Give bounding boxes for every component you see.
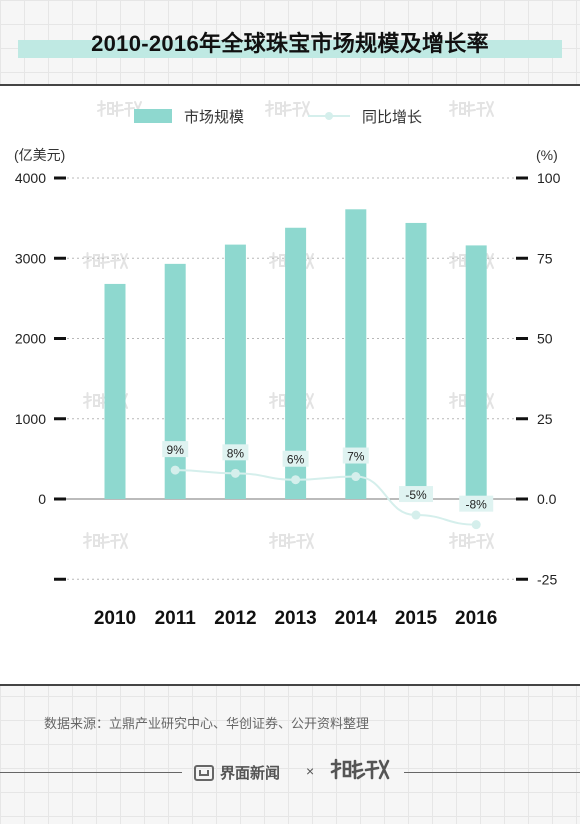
- watermark-logo-icon: [269, 532, 314, 549]
- left-axis-tick-label: 3000: [15, 250, 46, 266]
- footer-rule-left: [0, 772, 182, 773]
- bar-2012: [224, 244, 246, 499]
- brand-separator: ×: [306, 763, 315, 779]
- chart-svg: 市场规模 同比增长 (亿美元) (%) 0 1000 2000 3000 4000 -2…: [14, 100, 561, 629]
- x-axis-label: 2014: [335, 608, 378, 629]
- bar-2014: [345, 209, 367, 500]
- x-axis-label: 2013: [274, 608, 316, 629]
- left-axis-tick-label: 1000: [15, 411, 46, 427]
- brand-jiemian: 界面新闻: [194, 762, 280, 783]
- growth-marker-2014: [351, 472, 361, 482]
- x-axis: 2010 2011 2012 2013 2014 2015 2016: [94, 608, 497, 629]
- growth-line-series: 9% 8% 6% 7% -5% -8%: [162, 441, 494, 530]
- x-axis-label: 2011: [155, 608, 197, 629]
- growth-label-bg: [399, 486, 433, 503]
- growth-marker-2011: [170, 465, 180, 475]
- growth-marker-2012: [230, 468, 240, 478]
- bar-series: [104, 209, 487, 500]
- growth-label-bg: [162, 441, 189, 458]
- watermark-logo-icon: [265, 100, 310, 117]
- left-axis: 0 1000 2000 3000 4000: [15, 170, 66, 581]
- jiemian-logo-icon: [194, 764, 214, 781]
- legend-swatch-bar: [134, 109, 172, 123]
- left-axis-tick-label: 4000: [15, 170, 46, 186]
- legend-label-line: 同比增长: [362, 109, 422, 126]
- bar-2016: [465, 245, 487, 499]
- watermark-logo-icon: [83, 252, 128, 269]
- right-axis-tick-label: 100: [537, 170, 561, 186]
- growth-label-2016: -8%: [466, 498, 488, 512]
- watermark-logo-icon: [449, 100, 494, 117]
- bar-2013: [285, 227, 307, 499]
- title-highlight-band: [18, 40, 562, 58]
- growth-marker-2015: [411, 510, 421, 520]
- right-axis-tick-label: 25: [537, 411, 553, 427]
- growth-label-bg: [282, 450, 309, 467]
- x-axis-label: 2016: [455, 608, 497, 629]
- right-axis-tick-label: 50: [537, 331, 553, 347]
- growth-label-2013: 6%: [287, 453, 305, 467]
- left-axis-tick-label: 2000: [15, 331, 46, 347]
- brand-footer: 界面新闻 ×: [0, 758, 580, 784]
- x-axis-label: 2010: [94, 608, 136, 629]
- right-axis-tick-label: 75: [537, 250, 553, 266]
- growth-label-2011: 9%: [167, 443, 185, 457]
- top-divider: [0, 84, 580, 86]
- legend-label-bar: 市场规模: [184, 109, 244, 126]
- brand-name: 界面新闻: [220, 765, 281, 782]
- bar-2015: [405, 222, 427, 499]
- left-axis-tick-label: 0: [38, 491, 46, 507]
- growth-label-2014: 7%: [347, 450, 365, 464]
- chart-title: 2010-2016年全球珠宝市场规模及增长率: [91, 31, 489, 56]
- bar-2011: [164, 263, 186, 499]
- x-axis-label: 2012: [214, 608, 256, 629]
- right-axis: -25 0.0 25 50 75 100: [516, 170, 561, 587]
- bottom-divider: [0, 684, 580, 686]
- growth-marker-2013: [291, 475, 301, 485]
- right-axis-tick-label: 0.0: [537, 491, 557, 507]
- legend: 市场规模 同比增长: [134, 109, 422, 126]
- growth-label-bg: [222, 444, 249, 461]
- right-axis-tick-label: -25: [537, 571, 557, 587]
- growth-label-2015: -5%: [405, 488, 427, 502]
- chart-panel: 市场规模 同比增长 (亿美元) (%) 0 1000 2000 3000 4000 -2…: [0, 86, 580, 684]
- growth-marker-2016: [471, 520, 481, 530]
- footer-rule-right: [404, 772, 580, 773]
- source-note: 数据来源：立鼎产业研究中心、华创证券、公开资料整理: [44, 716, 370, 731]
- legend-marker-line: [325, 112, 333, 120]
- x-axis-label: 2015: [395, 608, 438, 629]
- bar-2010: [104, 283, 126, 499]
- right-axis-unit: (%): [536, 147, 558, 163]
- data-wire-logo-icon: [330, 758, 390, 780]
- growth-label-2012: 8%: [227, 446, 245, 460]
- left-axis-unit: (亿美元): [14, 147, 65, 163]
- growth-label-bg: [342, 447, 369, 464]
- growth-label-bg: [459, 495, 494, 512]
- watermark-logo-icon: [83, 532, 128, 549]
- watermark-logo-icon: [449, 532, 494, 549]
